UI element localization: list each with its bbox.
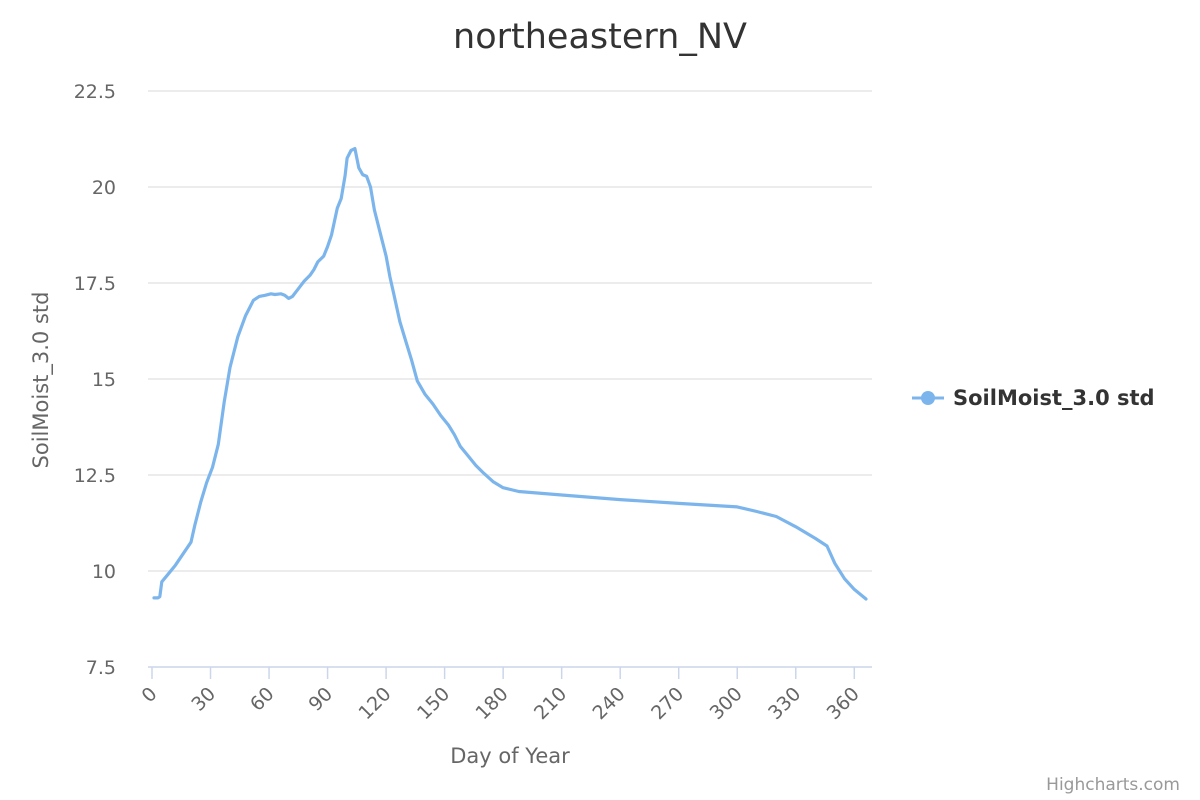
x-axis-ticks: 0 30 60 90 120 150 180 210 240 270 300 330 360 xyxy=(137,667,864,724)
x-tick-label: 90 xyxy=(304,683,337,716)
x-tick-label: 120 xyxy=(354,683,395,724)
gridlines xyxy=(148,90,872,572)
x-tick-label: 210 xyxy=(530,683,571,724)
x-tick-label: 300 xyxy=(706,683,747,724)
y-axis-ticks: 7.5 10 12.5 15 17.5 20 22.5 xyxy=(74,81,116,679)
x-tick-label: 150 xyxy=(413,683,454,724)
legend-marker-symbol xyxy=(921,391,935,405)
legend-label: SoilMoist_3.0 std xyxy=(953,386,1155,410)
y-tick-label: 10 xyxy=(92,561,116,583)
x-axis-title: Day of Year xyxy=(450,744,570,768)
x-tick-label: 360 xyxy=(823,683,864,724)
x-tick-label: 330 xyxy=(764,683,805,724)
y-tick-label: 20 xyxy=(92,177,116,199)
series-line xyxy=(152,147,868,601)
y-tick-label: 7.5 xyxy=(86,657,116,679)
x-tick-label: 270 xyxy=(647,683,688,724)
y-tick-label: 12.5 xyxy=(74,465,116,487)
x-tick-label: 240 xyxy=(589,683,630,724)
y-tick-label: 22.5 xyxy=(74,81,116,103)
y-tick-label: 17.5 xyxy=(74,273,116,295)
legend-item[interactable]: SoilMoist_3.0 std xyxy=(912,386,1155,410)
y-axis-title: SoilMoist_3.0 std xyxy=(29,292,54,469)
x-tick-label: 30 xyxy=(187,683,220,716)
y-tick-label: 15 xyxy=(92,369,116,391)
x-tick-label: 60 xyxy=(246,683,279,716)
x-tick-label: 0 xyxy=(137,683,161,707)
x-tick-label: 180 xyxy=(471,683,512,724)
credits-link[interactable]: Highcharts.com xyxy=(1046,775,1180,795)
series-layer xyxy=(152,147,868,601)
chart-title: northeastern_NV xyxy=(453,17,747,57)
